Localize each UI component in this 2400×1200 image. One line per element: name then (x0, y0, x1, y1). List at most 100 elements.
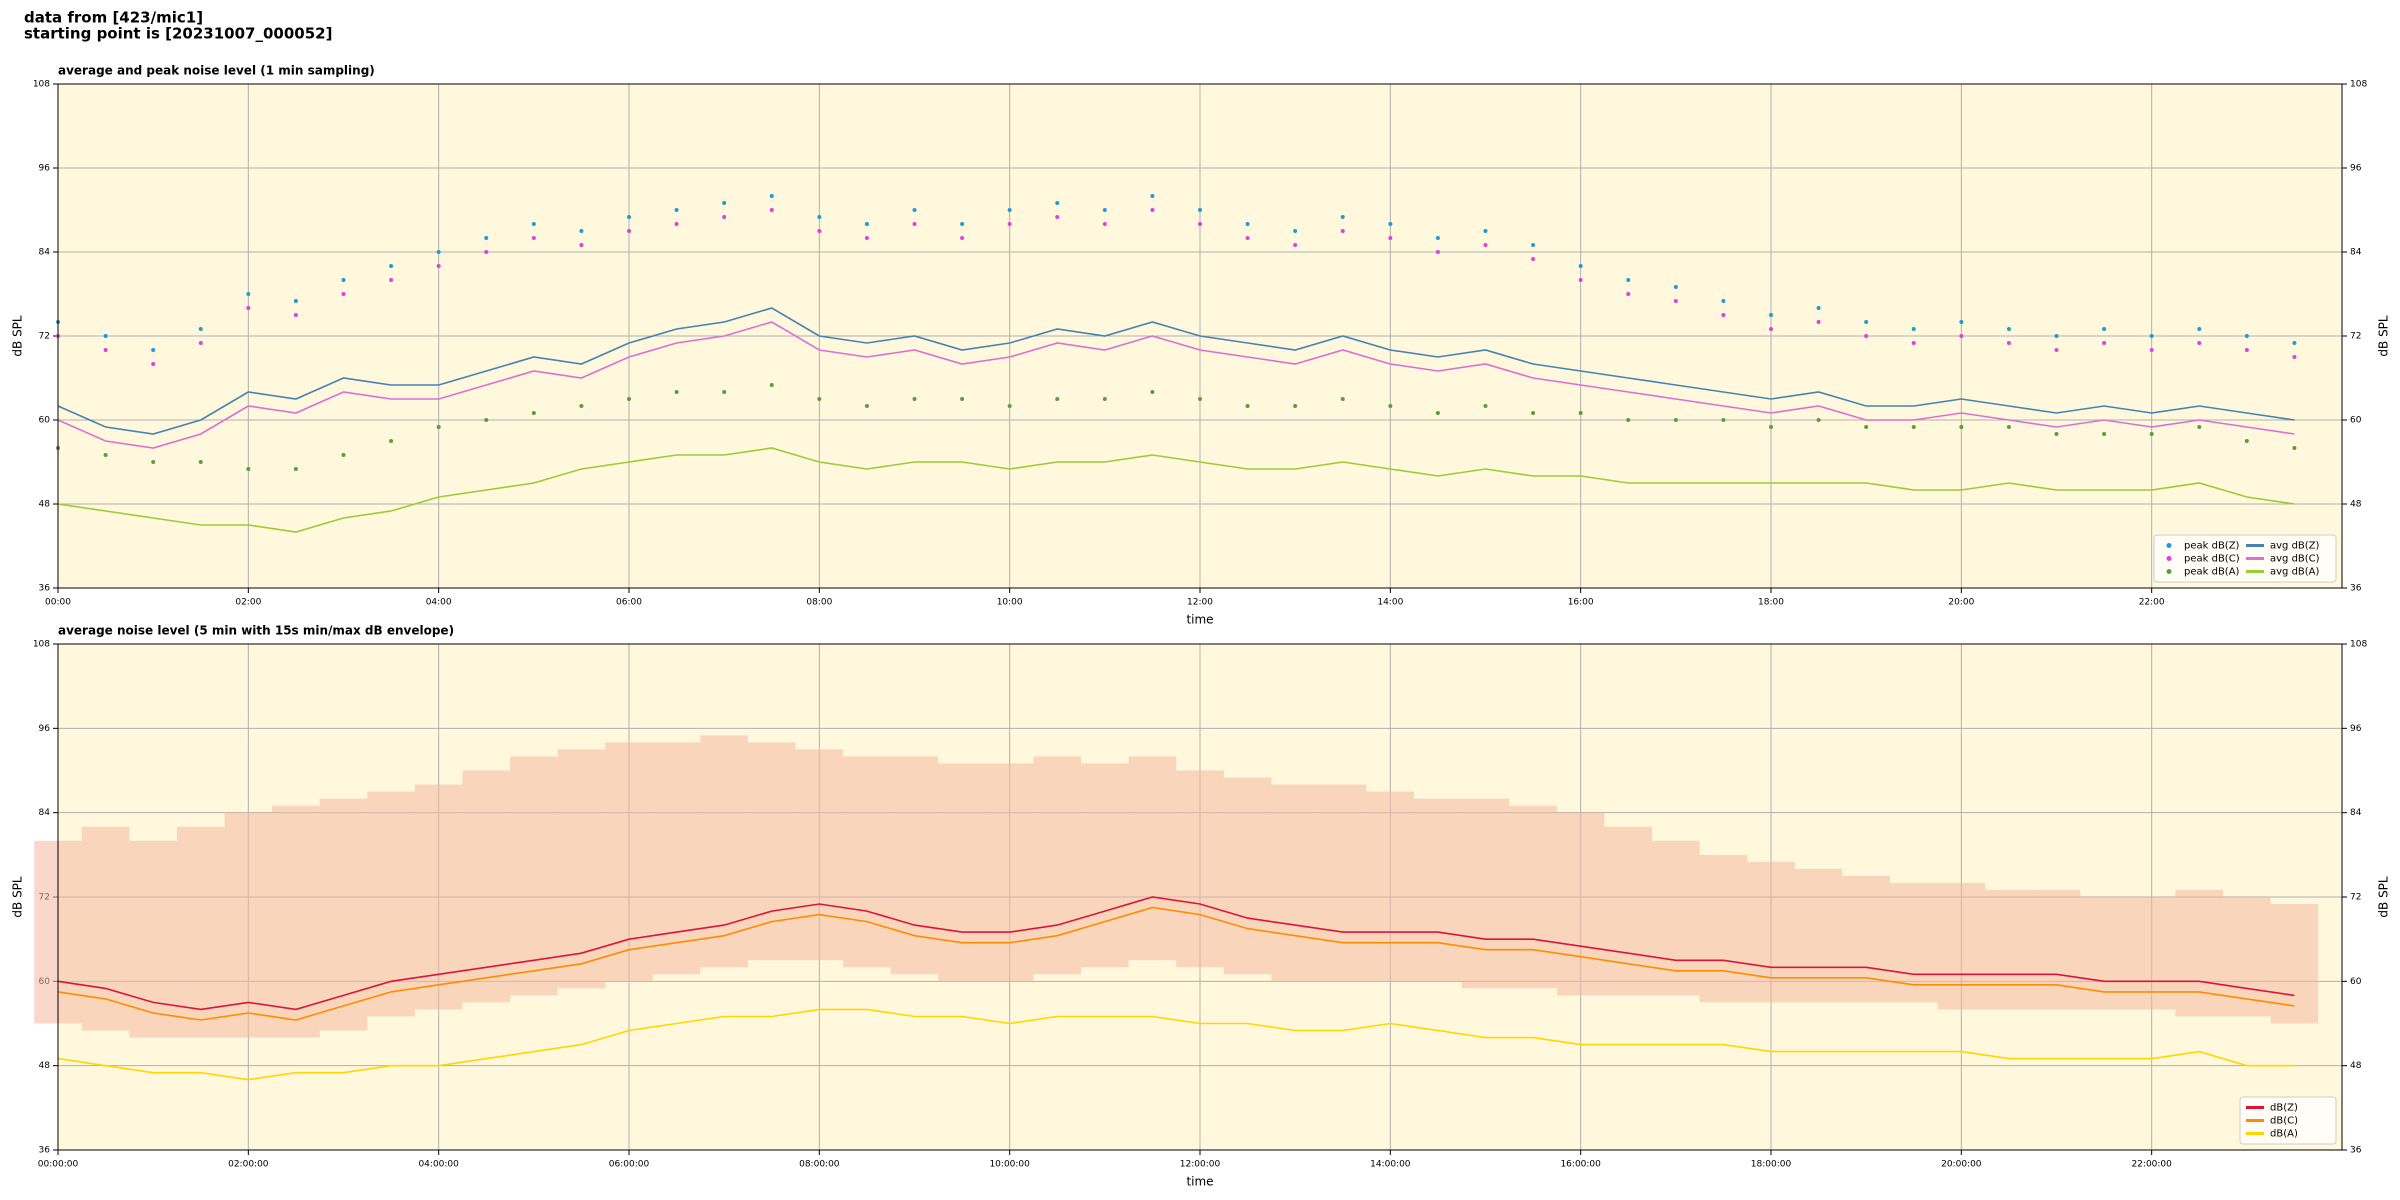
legend-marker (2166, 569, 2172, 574)
x-axis-label: time (1186, 1175, 1213, 1189)
peak-point (1055, 397, 1060, 401)
peak-point (389, 278, 394, 282)
x-tick-label: 10:00:00 (989, 1160, 1030, 1170)
header-line: data from [423/mic1] (24, 9, 203, 27)
peak-point (293, 313, 298, 317)
envelope (795, 749, 844, 961)
peak-point (1769, 327, 1773, 331)
peak-point (103, 334, 108, 338)
peak-point (198, 460, 203, 464)
peak-point (1055, 201, 1060, 205)
peak-point (2197, 327, 2202, 331)
peak-point (1721, 299, 1726, 303)
peak-point (1293, 404, 1298, 408)
peak-point (1911, 425, 1916, 429)
peak-point (1911, 341, 1916, 345)
y-tick-label: 84 (39, 248, 51, 258)
y-tick-label: 108 (33, 80, 50, 90)
peak-point (1864, 425, 1869, 429)
x-tick-label: 06:00 (616, 598, 642, 608)
y-tick-label: 84 (39, 808, 51, 818)
chart-title: average and peak noise level (1 min samp… (58, 64, 375, 78)
peak-point (341, 453, 346, 457)
peak-point (1578, 264, 1583, 268)
peak-point (1721, 418, 1726, 422)
envelope (1985, 889, 2033, 1010)
y-tick-label: 72 (39, 332, 50, 342)
peak-point (1721, 313, 1726, 317)
peak-point (1007, 404, 1012, 408)
x-tick-label: 02:00:00 (228, 1160, 269, 1170)
envelope (2080, 897, 2128, 1010)
x-tick-label: 04:00 (426, 598, 452, 608)
peak-point (579, 404, 584, 408)
x-tick-label: 14:00:00 (1370, 1160, 1411, 1170)
peak-point (1150, 194, 1155, 198)
y-axis-label: dB SPL (11, 315, 25, 357)
envelope (1081, 763, 1129, 968)
header-line: starting point is [20231007_000052] (24, 25, 332, 43)
peak-point (960, 397, 965, 401)
peak-point (341, 278, 346, 282)
peak-point (531, 222, 536, 226)
peak-point (2292, 355, 2297, 359)
x-tick-label: 02:00 (235, 598, 261, 608)
x-tick-label: 22:00 (2139, 598, 2165, 608)
peak-point (389, 264, 394, 268)
envelope (1509, 805, 1557, 989)
peak-point (627, 215, 631, 219)
y-tick-label: 108 (2350, 80, 2367, 90)
legend-marker (2166, 556, 2172, 561)
x-tick-label: 12:00:00 (1180, 1160, 1221, 1170)
peak-point (1959, 320, 1964, 324)
y-tick-label: 96 (2350, 724, 2362, 734)
envelope (1461, 798, 1510, 989)
peak-point (2149, 432, 2154, 436)
plot-frame (57, 83, 2343, 589)
peak-point (1150, 390, 1155, 394)
peak-point (1055, 215, 1060, 219)
x-tick-label: 04:00:00 (418, 1160, 459, 1170)
envelope (176, 826, 225, 1038)
series-line (57, 906, 2295, 1021)
x-tick-label: 20:00 (1948, 598, 1974, 608)
peak-point (1340, 397, 1345, 401)
peak-point (769, 194, 774, 198)
peak-point (1483, 404, 1488, 408)
envelope (1033, 756, 1082, 975)
peak-point (2292, 341, 2297, 345)
y-tick-label: 72 (2350, 332, 2361, 342)
peak-point (531, 411, 536, 415)
y-axis-label: dB SPL (11, 876, 25, 918)
peak-point (1531, 243, 1536, 247)
peak-point (2197, 341, 2202, 345)
peak-point (579, 229, 584, 233)
envelope (985, 763, 1034, 982)
peak-point (1435, 250, 1440, 254)
x-tick-label: 06:00:00 (609, 1160, 650, 1170)
peak-point (912, 222, 917, 226)
y-tick-label: 48 (2350, 500, 2362, 510)
peak-point (864, 404, 869, 408)
peak-point (198, 327, 203, 331)
peak-point (2006, 341, 2011, 345)
y-tick-label: 96 (39, 164, 51, 174)
envelope (1176, 770, 1224, 968)
envelope (224, 812, 273, 1038)
peak-point (2244, 348, 2249, 352)
legend-label: avg dB(Z) (2270, 541, 2320, 552)
legend-marker (2166, 543, 2172, 548)
envelope (1842, 875, 1890, 1003)
envelope (1652, 840, 1700, 996)
envelope (1128, 756, 1177, 961)
y-tick-label: 36 (2350, 1146, 2362, 1156)
peak-point (1816, 306, 1821, 310)
peak-point (246, 467, 251, 471)
peak-point (912, 397, 917, 401)
peak-point (389, 439, 394, 443)
envelope (1937, 882, 1986, 1010)
envelope (2175, 889, 2224, 1017)
peak-point (1102, 397, 1107, 401)
series-line (57, 321, 2295, 449)
peak-point (1673, 418, 1678, 422)
